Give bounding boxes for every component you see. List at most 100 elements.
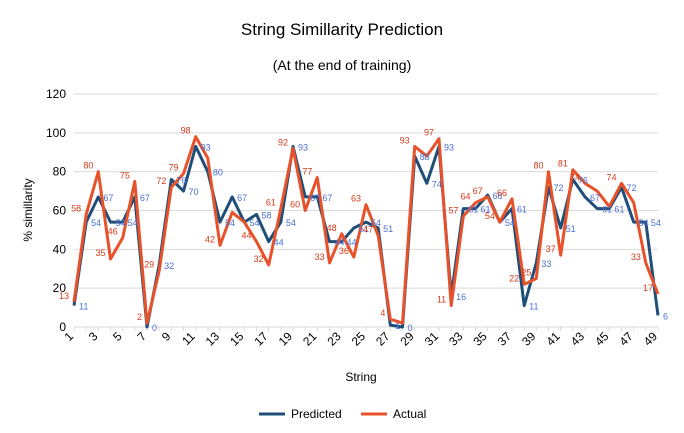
data-label-predicted: 67 (310, 193, 320, 203)
data-label-predicted: 68 (493, 191, 503, 201)
data-label-predicted: 54 (639, 218, 649, 228)
x-tick-label: 43 (568, 329, 588, 349)
x-tick-label: 21 (300, 329, 320, 349)
data-label-actual: 98 (181, 126, 191, 136)
x-tick-label: 39 (519, 329, 539, 349)
data-label-predicted: 67 (140, 193, 150, 203)
data-label-predicted: 44 (347, 238, 357, 248)
y-axis-label: % simillarity (21, 178, 35, 241)
series-line-actual (72, 135, 660, 325)
data-label-predicted: 80 (213, 168, 223, 178)
data-label-actual: 63 (351, 194, 361, 204)
data-label-actual: 2 (137, 312, 142, 322)
data-label-predicted: 61 (614, 205, 624, 215)
data-label-actual: 79 (168, 163, 178, 173)
data-label-actual: 80 (83, 161, 93, 171)
data-label-actual: 75 (120, 170, 130, 180)
data-label-actual: 54 (485, 211, 495, 221)
data-label-predicted: 54 (249, 218, 259, 228)
x-tick-label: 17 (251, 329, 271, 349)
data-label-actual: 42 (205, 234, 215, 244)
x-tick-label: 33 (446, 329, 466, 349)
y-tick-label: 80 (53, 165, 67, 179)
data-label-predicted: 16 (456, 292, 466, 302)
data-label-predicted: 54 (651, 218, 661, 228)
data-label-predicted: 93 (201, 142, 211, 152)
x-tick-label: 13 (203, 329, 223, 349)
x-tick-label: 3 (86, 329, 101, 344)
y-tick-label: 60 (53, 204, 67, 218)
x-tick-label: 23 (324, 329, 344, 349)
y-tick-label: 100 (46, 126, 66, 140)
data-label-predicted: 93 (298, 142, 308, 152)
x-axis-label: String (345, 370, 376, 384)
data-label-actual: 74 (606, 172, 616, 182)
x-tick-label: 9 (159, 329, 174, 344)
data-label-predicted: 72 (627, 183, 637, 193)
x-tick-label: 1 (61, 329, 76, 344)
data-label-actual: 13 (59, 291, 69, 301)
data-label-predicted: 6 (663, 311, 668, 321)
data-label-actual: 33 (314, 252, 324, 262)
data-label-actual: 47 (363, 225, 373, 235)
data-label-predicted: 1 (395, 321, 400, 331)
data-label-predicted: 51 (566, 224, 576, 234)
data-label-actual: 32 (254, 254, 264, 264)
data-label-actual: 61 (266, 198, 276, 208)
x-tick-label: 47 (616, 329, 636, 349)
x-tick-label: 35 (470, 329, 490, 349)
data-label-predicted: 58 (262, 210, 272, 220)
data-label-actual: 25 (521, 267, 531, 277)
data-label-predicted: 61 (468, 205, 478, 215)
y-tick-label: 40 (53, 242, 67, 256)
data-label-actual: 97 (424, 128, 434, 138)
data-label-predicted: 54 (91, 218, 101, 228)
data-label-predicted: 61 (481, 205, 491, 215)
data-label-actual: 46 (108, 227, 118, 237)
data-label-predicted: 51 (359, 224, 369, 234)
x-tick-label: 15 (227, 329, 247, 349)
data-label-actual: 11 (437, 295, 446, 305)
series-lines (72, 135, 660, 329)
data-label-predicted: 51 (383, 224, 393, 234)
data-label-actual: 81 (558, 159, 568, 169)
legend-label-predicted: Predicted (291, 407, 342, 421)
data-label-predicted: 74 (432, 179, 442, 189)
y-tick-label: 0 (59, 320, 66, 334)
x-tick-label: 5 (110, 329, 125, 344)
data-label-predicted: 61 (517, 205, 527, 215)
data-label-predicted: 54 (225, 218, 235, 228)
data-label-predicted: 67 (103, 193, 113, 203)
data-label-predicted: 11 (529, 302, 538, 312)
chart-title: String Simillarity Prediction (241, 20, 443, 39)
x-tick-label: 31 (422, 329, 442, 349)
data-label-actual: 92 (278, 137, 288, 147)
data-label-actual: 60 (290, 200, 300, 210)
x-tick-label: 41 (543, 329, 563, 349)
data-label-predicted: 32 (164, 261, 174, 271)
data-label-actual: 44 (241, 231, 251, 241)
data-label-predicted: 61 (602, 205, 612, 215)
x-tick-label: 27 (373, 329, 393, 349)
x-tick-label: 45 (592, 329, 612, 349)
data-label-actual: 80 (533, 161, 543, 171)
data-label-predicted: 54 (286, 218, 296, 228)
data-label-predicted: 54 (116, 218, 126, 228)
data-label-actual: 36 (339, 246, 349, 256)
data-label-predicted: 88 (420, 152, 430, 162)
chart-subtitle: (At the end of training) (273, 57, 412, 73)
data-label-predicted: 67 (237, 193, 247, 203)
data-label-predicted: 54 (505, 218, 515, 228)
y-axis-ticks: 0 20 40 60 80 100 120 (46, 87, 66, 334)
data-label-predicted: 70 (189, 187, 199, 197)
x-tick-label: 49 (641, 329, 661, 349)
data-label-predicted: 67 (590, 193, 600, 203)
series-line-predicted (72, 144, 660, 329)
data-label-actual: 48 (327, 223, 337, 233)
x-tick-label: 19 (276, 329, 296, 349)
data-label-actual: 66 (497, 188, 507, 198)
data-label-predicted: 67 (322, 193, 332, 203)
data-label-actual: 67 (473, 186, 483, 196)
legend: Predicted Actual (259, 407, 426, 421)
